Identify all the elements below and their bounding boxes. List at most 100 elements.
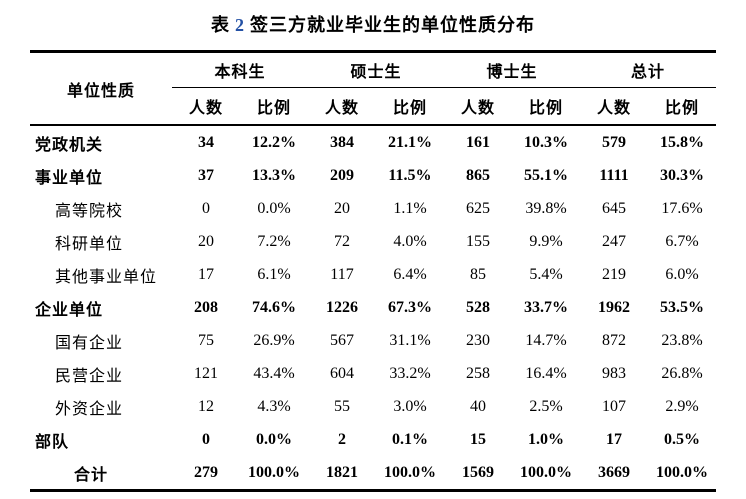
- table-row: 外资企业 12 4.3% 55 3.0% 40 2.5% 107 2.9%: [30, 390, 716, 423]
- cell-value: 1962: [598, 298, 631, 316]
- cell-value: 6.4%: [393, 265, 427, 283]
- cell-value: 75: [197, 331, 214, 349]
- cell-value: 20: [333, 199, 350, 217]
- cell-value: 21.1%: [387, 133, 432, 151]
- table-row: 党政机关 34 12.2% 384 21.1% 161 10.3% 579 15.8%: [30, 125, 716, 159]
- cell-value: 579: [602, 133, 627, 151]
- cell-value: 279: [193, 463, 218, 481]
- cell-value: 67.3%: [387, 298, 432, 316]
- cell-value: 40: [470, 397, 486, 415]
- cell-value: 107: [602, 397, 627, 415]
- cell-value: 0: [201, 199, 210, 217]
- cell-value: 34: [197, 133, 214, 151]
- cell-value: 33.7%: [524, 298, 568, 316]
- cell-value: 12.2%: [251, 133, 296, 151]
- cell-value: 983: [602, 364, 627, 382]
- cell-value: 15: [470, 430, 486, 448]
- cell-value: 865: [466, 166, 490, 184]
- cell-value: 23.8%: [661, 331, 703, 349]
- cell-value: 7.2%: [257, 232, 291, 250]
- cell-value: 4.0%: [393, 232, 427, 250]
- row-label: 民营企业: [54, 367, 123, 385]
- cell-value: 17: [606, 430, 623, 448]
- row-label: 党政机关: [34, 136, 103, 154]
- cell-value: 10.3%: [524, 133, 568, 151]
- table-row: 事业单位 37 13.3% 209 11.5% 865 55.1% 1111 30.3%: [30, 159, 716, 192]
- cell-value: 625: [466, 199, 490, 217]
- cell-value: 85: [470, 265, 486, 283]
- cell-value: 567: [329, 331, 354, 349]
- cell-value: 1569: [462, 463, 494, 481]
- group-header-undergraduate: 本科生: [171, 51, 308, 88]
- cell-value: 100.0%: [520, 463, 572, 481]
- header-group-row: 单位性质 本科生 硕士生 博士生 总计: [29, 51, 717, 126]
- table-row: 合计 279 100.0% 1821 100.0% 1569 100.0% 3669 100.0…: [30, 456, 716, 491]
- cell-value: 30.3%: [660, 166, 705, 184]
- table-number: 2: [235, 15, 245, 35]
- cell-value: 384: [329, 133, 354, 151]
- cell-value: 0: [201, 430, 210, 448]
- table-row: 科研单位 20 7.2% 72 4.0% 155 9.9% 247 6.7%: [30, 225, 716, 258]
- cell-value: 230: [466, 331, 490, 349]
- cell-value: 2.9%: [665, 397, 699, 415]
- cell-value: 13.3%: [251, 166, 296, 184]
- cell-value: 872: [602, 331, 627, 349]
- row-label: 国有企业: [54, 334, 123, 352]
- cell-value: 43.4%: [253, 364, 295, 382]
- cell-value: 2.5%: [529, 397, 563, 415]
- table-title: 表 2 签三方就业毕业生的单位性质分布: [0, 0, 746, 37]
- cell-value: 1.0%: [528, 430, 564, 448]
- cell-value: 6.1%: [257, 265, 291, 283]
- cell-value: 258: [466, 364, 490, 382]
- table-title-text: 签三方就业毕业生的单位性质分布: [250, 15, 535, 35]
- table-row: 高等院校 0 0.0% 20 1.1% 625 39.8% 645 17.6%: [30, 192, 716, 225]
- cell-value: 1226: [325, 298, 358, 316]
- table-row: 民营企业 121 43.4% 604 33.2% 258 16.4% 983 26.8%: [30, 357, 716, 390]
- subheader-count: 人数: [171, 87, 240, 126]
- cell-value: 39.8%: [525, 199, 567, 217]
- cell-value: 17.6%: [661, 199, 703, 217]
- column-header-unit-nature: 单位性质: [29, 51, 172, 126]
- cell-value: 4.3%: [257, 397, 291, 415]
- subheader-count: 人数: [307, 87, 376, 126]
- cell-value: 55: [333, 397, 350, 415]
- cell-value: 20: [197, 232, 214, 250]
- cell-value: 74.6%: [251, 298, 296, 316]
- cell-value: 0.0%: [257, 199, 291, 217]
- cell-value: 17: [197, 265, 214, 283]
- subheader-ratio: 比例: [648, 87, 717, 126]
- cell-value: 6.7%: [665, 232, 699, 250]
- cell-value: 16.4%: [525, 364, 567, 382]
- cell-value: 55.1%: [524, 166, 568, 184]
- cell-value: 209: [329, 166, 354, 184]
- cell-value: 117: [330, 265, 354, 283]
- table-row: 国有企业 75 26.9% 567 31.1% 230 14.7% 872 23.8%: [30, 324, 716, 357]
- cell-value: 1111: [599, 166, 629, 184]
- cell-value: 72: [333, 232, 350, 250]
- cell-value: 9.9%: [529, 232, 563, 250]
- cell-value: 645: [602, 199, 627, 217]
- table-row: 其他事业单位 17 6.1% 117 6.4% 85 5.4% 219 6.0%: [30, 258, 716, 291]
- cell-value: 31.1%: [389, 331, 431, 349]
- cell-value: 1821: [325, 463, 358, 481]
- cell-value: 100.0%: [247, 463, 300, 481]
- cell-value: 528: [466, 298, 490, 316]
- cell-value: 247: [602, 232, 627, 250]
- header-subhead-row: 人数 比例 人数 比例 人数 比例 人数 比例: [30, 87, 717, 126]
- table-title-prefix: 表: [211, 15, 230, 35]
- row-label: 外资企业: [54, 400, 123, 418]
- cell-value: 219: [602, 265, 627, 283]
- cell-value: 0.5%: [664, 430, 701, 448]
- cell-value: 5.4%: [529, 265, 563, 283]
- cell-value: 26.9%: [253, 331, 295, 349]
- group-header-master: 硕士生: [307, 51, 444, 88]
- subheader-ratio: 比例: [512, 87, 581, 126]
- cell-value: 121: [193, 364, 218, 382]
- cell-value: 0.1%: [391, 430, 428, 448]
- cell-value: 100.0%: [383, 463, 436, 481]
- cell-value: 12: [197, 397, 214, 415]
- table-body: 党政机关 34 12.2% 384 21.1% 161 10.3% 579 15.8% 事业单位 3…: [30, 125, 716, 491]
- row-label: 部队: [34, 433, 69, 451]
- cell-value: 3669: [598, 463, 631, 481]
